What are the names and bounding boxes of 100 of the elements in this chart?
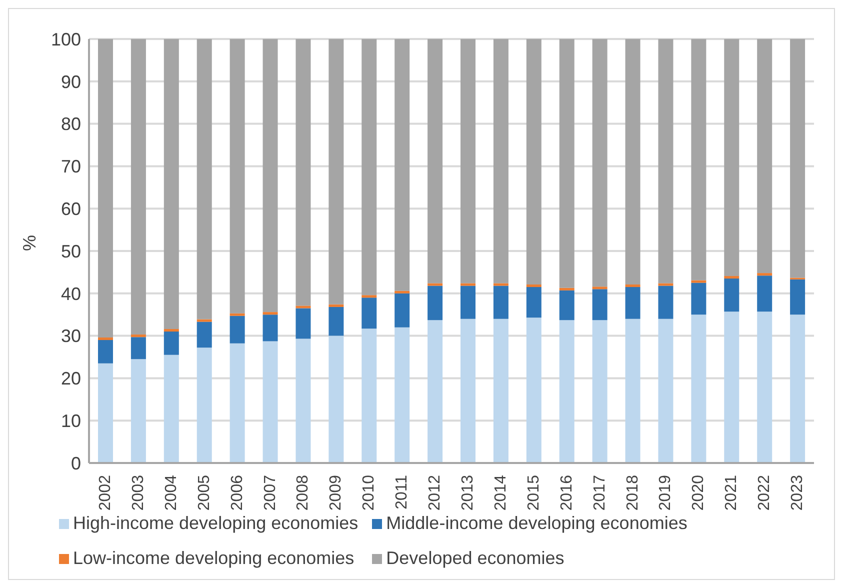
bar <box>658 283 674 286</box>
bar <box>658 286 674 319</box>
bar <box>790 279 806 315</box>
bar <box>724 278 740 312</box>
y-tick-label: 10 <box>60 410 81 431</box>
x-tick-label: 2017 <box>591 474 608 511</box>
bar <box>757 276 772 312</box>
x-tick-label: 2002 <box>96 474 114 511</box>
bar <box>526 287 542 318</box>
bar <box>328 304 344 307</box>
bar <box>493 286 508 319</box>
bar <box>164 39 179 330</box>
bar <box>428 320 443 463</box>
bar <box>526 318 542 463</box>
x-tick-label: 2011 <box>394 474 411 510</box>
bar <box>559 39 574 288</box>
bar <box>164 329 179 332</box>
bar <box>493 283 508 286</box>
y-axis-title: % <box>19 234 40 251</box>
x-tick-label: 2004 <box>162 474 180 511</box>
bar <box>262 341 278 463</box>
y-tick-label: 0 <box>70 453 81 474</box>
bar <box>362 295 377 298</box>
x-tick-label: 2023 <box>789 474 806 511</box>
bar <box>328 336 344 463</box>
bar <box>196 322 212 348</box>
bar <box>196 319 212 322</box>
bar <box>362 298 377 329</box>
bar <box>493 318 508 463</box>
bar <box>493 39 508 284</box>
bar <box>592 286 608 290</box>
legend-label: Developed economies <box>386 548 564 569</box>
bar <box>130 334 146 338</box>
x-tick-label: 2008 <box>294 474 312 511</box>
bar <box>394 293 410 328</box>
bar <box>262 312 278 315</box>
bar <box>230 313 245 316</box>
bar <box>262 39 278 312</box>
bar <box>790 39 806 278</box>
bar <box>296 306 311 308</box>
bar <box>394 39 410 291</box>
x-tick-label: 2018 <box>624 474 642 511</box>
bar <box>724 276 740 279</box>
y-tick-label: 60 <box>60 198 81 219</box>
x-tick-label: 2003 <box>130 474 147 511</box>
bar <box>691 282 706 315</box>
bar <box>98 337 113 340</box>
y-tick-label: 20 <box>60 368 81 389</box>
bar <box>164 354 179 463</box>
bar <box>130 337 146 360</box>
x-tick-label: 2007 <box>262 474 279 511</box>
x-tick-label: 2019 <box>657 474 674 511</box>
y-tick-label: 50 <box>60 241 81 262</box>
bar <box>691 39 706 280</box>
y-tick-label: 30 <box>60 326 81 346</box>
bar <box>526 39 542 284</box>
bar <box>658 39 674 284</box>
bar <box>362 39 377 296</box>
bar <box>592 289 608 320</box>
bar <box>625 287 640 319</box>
bar <box>559 288 574 290</box>
bar <box>296 338 311 463</box>
y-tick-label: 40 <box>60 284 81 304</box>
bar <box>790 314 806 463</box>
x-tick-label: 2021 <box>723 474 740 511</box>
x-tick-label: 2012 <box>426 474 444 511</box>
x-tick-label: 2013 <box>459 474 476 511</box>
y-tick-label: 100 <box>50 29 81 50</box>
legend-label: Middle-income developing economies <box>386 513 688 534</box>
bar <box>394 290 410 294</box>
bar <box>460 286 476 319</box>
y-tick-label: 70 <box>60 156 81 177</box>
bar <box>724 39 740 276</box>
bar <box>328 306 344 336</box>
bar <box>559 290 574 320</box>
bar <box>724 312 740 463</box>
bar <box>691 314 706 463</box>
x-tick-label: 2022 <box>756 474 774 511</box>
bar <box>625 39 640 284</box>
bar <box>460 283 476 286</box>
bar <box>230 343 245 463</box>
x-tick-label: 2015 <box>525 474 542 511</box>
bar <box>691 280 706 283</box>
bar <box>526 284 542 288</box>
bar <box>460 39 476 284</box>
bar <box>757 39 772 274</box>
bar <box>98 340 113 364</box>
bar <box>592 320 608 463</box>
bar <box>460 318 476 463</box>
x-tick-label: 2005 <box>196 474 213 511</box>
bar <box>262 314 278 342</box>
bar <box>362 328 377 463</box>
bar <box>592 39 608 287</box>
bar <box>394 327 410 463</box>
x-tick-label: 2006 <box>228 474 246 511</box>
bar <box>196 348 212 463</box>
bar <box>428 286 443 320</box>
bar <box>428 283 443 286</box>
bar <box>130 359 146 463</box>
x-tick-label: 2010 <box>360 474 378 511</box>
